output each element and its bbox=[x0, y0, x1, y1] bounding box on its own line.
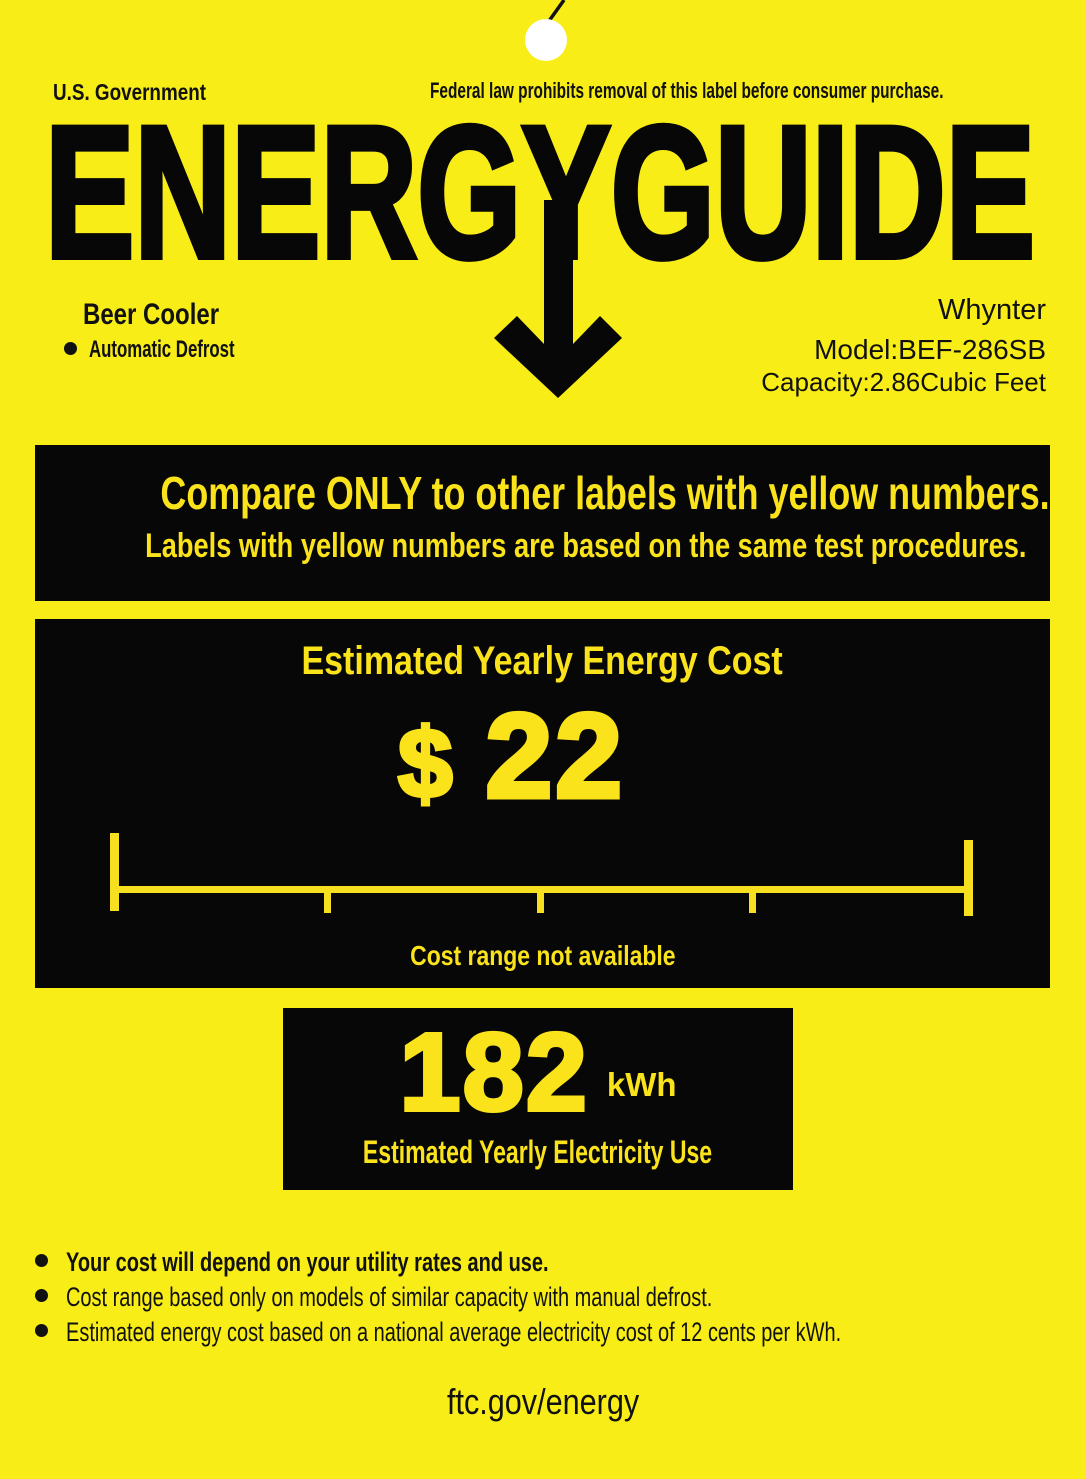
kwh-unit: kWh bbox=[606, 1066, 677, 1103]
logo-wordmark: ENERGYGUIDE bbox=[45, 110, 1035, 297]
scale-tick-left-end bbox=[110, 833, 119, 911]
compare-banner-line2: Labels with yellow numbers are based on … bbox=[145, 527, 1027, 565]
manufacturer-block: Whynter Model:BEF-286SB Capacity:2.86Cub… bbox=[761, 294, 1046, 397]
compare-banner-line1: Compare ONLY to other labels with yellow… bbox=[160, 467, 1050, 519]
string-icon bbox=[547, 0, 566, 23]
federal-notice: Federal law prohibits removal of this la… bbox=[430, 78, 944, 103]
scale-tick-right-end bbox=[964, 840, 973, 916]
ftc-website: ftc.gov/energy bbox=[446, 1381, 640, 1422]
electricity-use-box: 182 kWh Estimated Yearly Electricity Use bbox=[283, 1008, 793, 1190]
bullet-icon bbox=[35, 1289, 48, 1302]
cost-amount: 22 bbox=[483, 689, 625, 823]
brand-name: Whynter bbox=[938, 294, 1046, 326]
energy-cost-box: Estimated Yearly Energy Cost $22 Cost ra… bbox=[35, 619, 1050, 988]
energy-cost-value: $22 bbox=[4, 694, 1019, 819]
down-arrow-icon bbox=[494, 200, 622, 398]
electricity-use-value-row: 182 kWh bbox=[283, 1016, 793, 1130]
energyguide-logo: ENERGYGUIDE bbox=[42, 110, 1038, 398]
scale-tick-mid-2 bbox=[537, 886, 544, 913]
defrost-feature: Automatic Defrost bbox=[64, 338, 297, 362]
kwh-value: 182 bbox=[397, 1011, 589, 1134]
product-category: Beer Cooler bbox=[83, 298, 220, 331]
scale-tick-mid-3 bbox=[749, 886, 756, 913]
cost-range-note: Cost range not available bbox=[409, 940, 676, 971]
hole-punch-circle bbox=[525, 19, 567, 61]
bullet-icon bbox=[64, 342, 77, 355]
compare-banner: Compare ONLY to other labels with yellow… bbox=[35, 445, 1050, 601]
capacity: Capacity:2.86Cubic Feet bbox=[761, 367, 1046, 397]
bullet-icon bbox=[35, 1324, 48, 1337]
bullet-icon bbox=[35, 1254, 48, 1267]
energy-cost-title: Estimated Yearly Energy Cost bbox=[301, 639, 784, 683]
currency-symbol: $ bbox=[396, 708, 454, 818]
scale-tick-mid-1 bbox=[324, 886, 331, 913]
model-number: Model:BEF-286SB bbox=[814, 334, 1046, 365]
hole-punch bbox=[525, 0, 567, 61]
us-government-label: U.S. Government bbox=[53, 79, 207, 105]
electricity-use-caption: Estimated Yearly Electricity Use bbox=[363, 1134, 713, 1170]
